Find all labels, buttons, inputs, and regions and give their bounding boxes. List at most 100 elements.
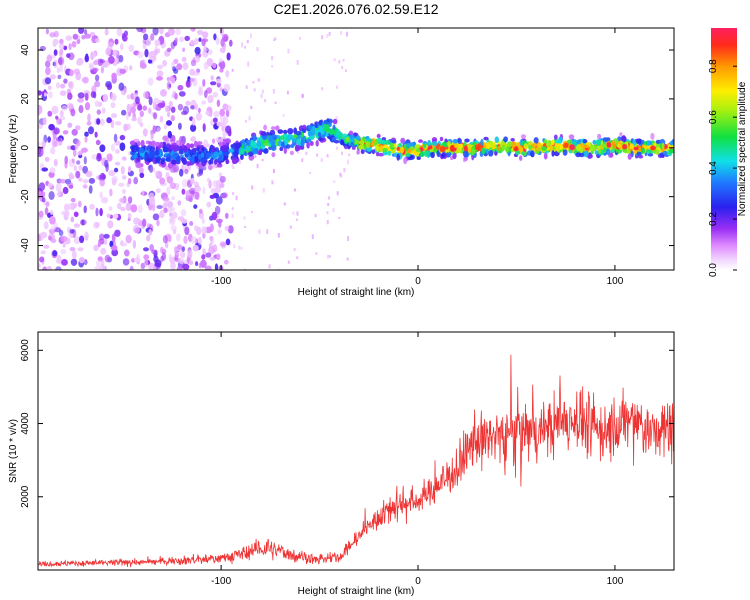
spectrogram-signal-point [211,138,216,144]
spectrogram-signal-point [452,138,458,144]
spectrogram-noise-point [142,43,147,50]
spectrogram-noise-point [72,33,79,40]
spectrogram-signal-point [463,141,467,147]
spectrogram-noise-point [73,223,80,228]
spectrogram-noise-point [289,225,292,229]
spectrogram-noise-point [340,173,343,178]
spectrogram-noise-point [53,140,58,148]
spectrogram-signal-point [399,146,404,154]
spectrogram-noise-point [167,28,175,36]
spectrogram-noise-point [214,186,221,194]
spectrogram-noise-point [345,69,347,73]
x-tick-label: 100 [607,576,624,587]
spectrogram-noise-point [225,212,229,219]
spectrogram-noise-point [326,154,329,158]
spectrogram-signal-point [232,157,238,165]
spectrogram-signal-point [587,154,593,159]
spectrogram-noise-point [184,35,190,42]
spectrogram-noise-point [346,257,349,261]
snr-y-label: SNR (10 * v/v) [8,419,19,483]
spectrogram-noise-point [250,33,252,39]
spectrogram-signal-point [151,140,156,147]
colorbar-label: Normalized spectral amplitude [737,81,748,216]
spectrogram-signal-point [643,141,648,145]
spectrogram-signal-point [178,149,184,155]
spectrogram-noise-point [77,92,85,99]
spectrogram-noise-point [43,266,47,270]
spectrogram-noise-point [148,96,153,106]
spectrogram-signal-point [271,141,276,147]
spectrogram-noise-point [101,174,107,180]
spectrogram-noise-point [166,201,174,208]
spectrogram-noise-point [122,34,128,42]
spectrogram-signal-point [136,162,142,168]
spectrogram-noise-point [202,79,206,87]
spectrogram-noise-point [156,127,161,132]
spectrogram-signal-point [154,157,160,164]
spectrogram-noise-point [70,258,78,266]
spectrogram-noise-point [277,233,280,238]
spectrogram-noise-point [45,201,50,208]
spectrogram-noise-point [252,81,255,84]
spectrogram-noise-point [136,51,144,59]
spectrogram-noise-point [133,176,139,185]
snr-series-line [38,354,674,568]
spectrogram-signal-point [448,152,452,157]
spectrogram-signal-point [501,145,506,151]
spectrogram-signal-point [275,125,280,131]
spectrogram-noise-point [273,38,276,41]
spectrogram-noise-point [49,216,56,225]
spectrogram-noise-point [85,170,93,178]
spectrogram-noise-point [59,48,64,56]
spectrogram-signal-point [633,146,639,151]
spectrogram-signal-point [568,149,573,154]
spectrogram-noise-point [164,105,170,113]
spectrogram-signal-point [602,137,607,143]
spectrogram-noise-point [126,103,131,113]
spectrogram-noise-point [251,185,254,190]
spectrogram-noise-point [177,103,183,111]
x-tick-label: -100 [211,576,231,587]
spectrogram-signal-point [348,130,354,135]
spectrogram-noise-point [69,247,75,252]
spectrogram-noise-point [321,87,324,91]
spectrogram-noise-point [70,197,76,203]
spectrogram-noise-point [184,168,189,175]
spectrogram-noise-point [124,249,130,257]
spectrogram-noise-point [38,123,43,129]
spectrogram-noise-point [162,60,168,67]
colorbar-tick-label: 0.8 [708,59,719,73]
spectrogram-x-label: Height of straight line (km) [298,287,415,298]
spectrogram-noise-point [120,165,125,175]
spectrogram-noise-point [104,159,109,168]
spectrogram-noise-point [110,102,116,109]
spectrogram-signal-point [612,143,617,149]
spectrogram-signal-point [371,149,375,155]
spectrogram-noise-point [213,117,218,123]
spectrogram-signal-point [650,132,655,140]
spectrogram-signal-point [470,148,475,155]
spectrogram-noise-point [245,85,248,89]
spectrogram-noise-point [190,59,197,67]
spectrogram-noise-point [105,47,111,56]
spectrogram-noise-point [209,256,216,261]
spectrogram-noise-point [71,128,78,136]
spectrogram-signal-point [144,152,150,159]
spectrogram-signal-point [671,139,674,144]
spectrogram-noise-point [39,256,45,263]
spectrogram-noise-point [159,177,166,185]
spectrogram-frame [37,27,675,271]
spectrogram-signal-point [225,159,230,164]
spectrogram-noise-point [244,120,247,123]
spectrogram-noise-point [295,218,298,221]
spectrogram-noise-point [296,60,299,65]
spectrogram-noise-point [238,245,241,250]
spectrogram-noise-point [131,116,137,122]
spectrogram-noise-point [59,90,67,96]
spectrogram-noise-point [251,211,253,214]
spectrogram-signal-point [140,139,145,148]
spectrogram-signal-point [549,144,553,152]
spectrogram-noise-point [127,196,133,204]
spectrogram-signal-point [605,148,611,156]
spectrogram-signal-point [439,136,444,142]
